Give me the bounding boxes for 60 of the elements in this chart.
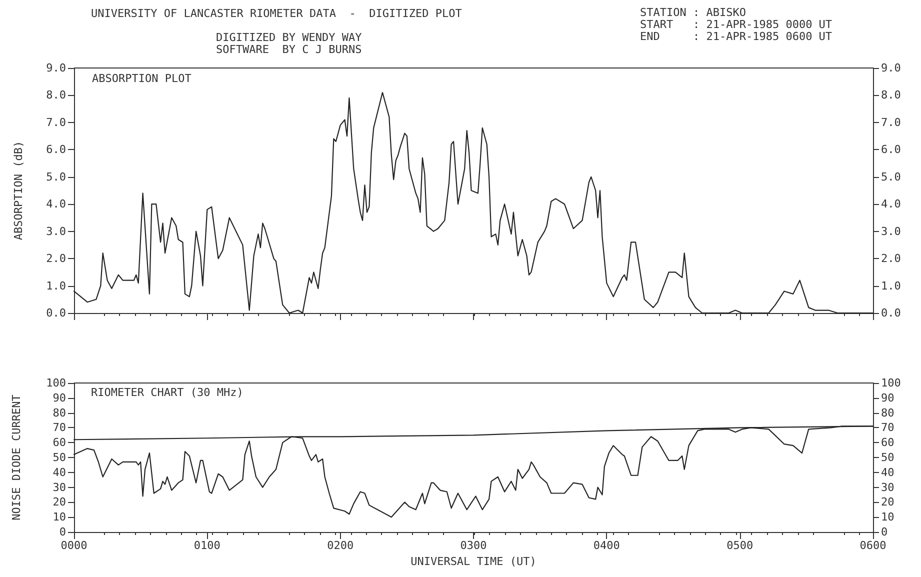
y-tick-label: 80 xyxy=(52,406,66,420)
y-tick-label: 3.0 xyxy=(46,224,66,238)
y2-tick-label: 0.0 xyxy=(881,306,901,320)
x-tick-label: 0200 xyxy=(327,539,354,552)
chart-subtitle: DIGITIZED BY WENDY WAY xyxy=(216,31,362,44)
y2-tick-label: 2.0 xyxy=(881,252,901,266)
y-tick-label: 2.0 xyxy=(46,252,66,266)
y2-tick-label: 40 xyxy=(881,466,894,479)
y2-tick-label: 6.0 xyxy=(881,143,901,156)
chart-title: UNIVERSITY OF LANCASTER RIOMETER DATA - DIGITIZED PLOT xyxy=(91,7,462,20)
y2-tick-label: 1.0 xyxy=(881,279,901,292)
y-tick-label: 5.0 xyxy=(46,170,66,184)
x-tick-label: 0400 xyxy=(593,539,620,552)
y-tick-label: 20 xyxy=(52,496,66,509)
y-tick-label: 50 xyxy=(52,451,66,464)
y2-tick-label: 60 xyxy=(881,436,894,450)
x-tick-label: 0300 xyxy=(460,539,487,552)
y2-tick-label: 0 xyxy=(881,526,888,538)
text: END : 21-APR-1985 0600 UT xyxy=(640,30,832,43)
x-tick-label: 0600 xyxy=(860,539,886,552)
y2-tick-label: 10 xyxy=(881,510,894,524)
y2-tick-label: 90 xyxy=(881,391,894,404)
x-tick-label: 0100 xyxy=(194,539,220,552)
y-tick-label: 1.0 xyxy=(46,279,66,292)
y-tick-label: 4.0 xyxy=(46,198,66,211)
y-tick-label: 40 xyxy=(52,466,66,479)
y-tick-label: 0.0 xyxy=(46,306,66,320)
y2-tick-label: 4.0 xyxy=(881,198,901,211)
y-axis-title: ABSORPTION (dB) xyxy=(12,140,25,240)
y-tick-label: 7.0 xyxy=(46,116,66,129)
y2-tick-label: 3.0 xyxy=(881,224,901,238)
y-tick-label: 0 xyxy=(59,526,66,538)
y2-tick-label: 20 xyxy=(881,496,894,509)
y-tick-label: 30 xyxy=(52,480,66,494)
y2-tick-label: 30 xyxy=(881,480,894,494)
text: SOFTWARE BY C J BURNS xyxy=(216,43,362,56)
text: START : 21-APR-1985 0000 UT xyxy=(640,18,832,31)
text: STATION : ABISKO xyxy=(640,6,746,19)
annotation: ABSORPTION PLOT xyxy=(92,72,192,85)
x-axis-title: UNIVERSAL TIME (UT) xyxy=(410,555,536,568)
chart-title: RIOMETER CHART (30 MHz) xyxy=(91,386,244,399)
y-tick-label: 9.0 xyxy=(46,62,66,74)
y2-tick-label: 80 xyxy=(881,406,894,420)
y-tick-label: 10 xyxy=(52,510,66,524)
y2-tick-label: 70 xyxy=(881,421,894,434)
y2-tick-label: 9.0 xyxy=(881,62,901,74)
y2-tick-label: 50 xyxy=(881,451,894,464)
y-tick-label: 60 xyxy=(52,436,66,450)
y2-tick-label: 7.0 xyxy=(881,116,901,129)
y-tick-label: 90 xyxy=(52,391,66,404)
y2-tick-label: 100 xyxy=(881,376,901,390)
y-tick-label: 8.0 xyxy=(46,88,66,102)
y-axis-title: NOISE DIODE CURRENT xyxy=(10,394,23,520)
y-tick-label: 70 xyxy=(52,421,66,434)
y-tick-label: 100 xyxy=(46,376,66,390)
x-tick-label: 0000 xyxy=(60,539,88,552)
y2-tick-label: 8.0 xyxy=(881,88,901,102)
y-tick-label: 6.0 xyxy=(46,143,66,156)
y2-tick-label: 5.0 xyxy=(881,170,901,184)
x-tick-label: 0500 xyxy=(726,539,754,552)
